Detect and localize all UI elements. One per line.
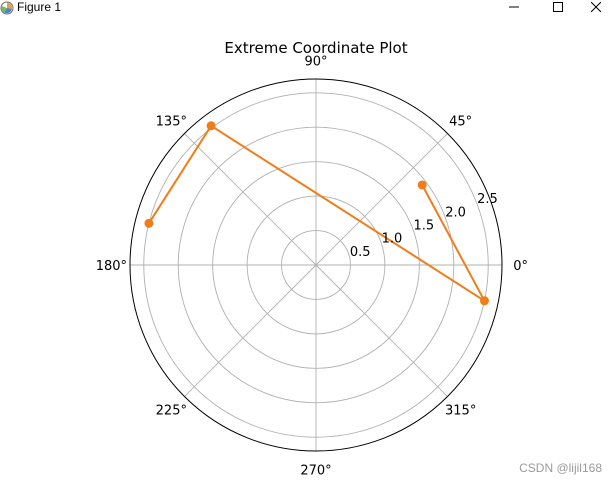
r-tick-label: 1.0 bbox=[382, 232, 403, 247]
theta-tick-label: 270° bbox=[300, 464, 331, 479]
theta-tick-label: 225° bbox=[156, 404, 187, 419]
theta-gridline bbox=[315, 133, 448, 266]
theta-gridline bbox=[184, 133, 317, 266]
r-gridline bbox=[177, 126, 455, 404]
window-titlebar: Figure 1 bbox=[0, 0, 616, 16]
r-tick-label: 0.5 bbox=[350, 245, 371, 260]
theta-gridline bbox=[184, 264, 317, 397]
watermark-text: CSDN @lijil168 bbox=[519, 461, 602, 475]
r-gridline bbox=[246, 195, 386, 335]
r-gridline bbox=[281, 230, 351, 300]
chart-title: Extreme Coordinate Plot bbox=[224, 39, 407, 57]
polar-frame bbox=[129, 78, 503, 452]
theta-gridline bbox=[315, 264, 448, 397]
r-gridline bbox=[143, 92, 489, 438]
data-point bbox=[417, 180, 427, 190]
r-tick-label: 2.5 bbox=[477, 192, 498, 207]
theta-tick-label: 0° bbox=[513, 259, 528, 274]
r-tick-label: 2.0 bbox=[445, 205, 466, 220]
app-icon bbox=[0, 0, 14, 15]
data-point bbox=[144, 218, 154, 228]
theta-tick-label: 90° bbox=[304, 54, 327, 69]
theta-tick-label: 180° bbox=[96, 259, 127, 274]
maximize-button[interactable] bbox=[538, 0, 578, 14]
maximize-icon bbox=[553, 2, 563, 12]
data-point bbox=[206, 121, 216, 131]
data-point bbox=[479, 296, 489, 306]
minimize-icon bbox=[509, 2, 519, 12]
window-title: Figure 1 bbox=[17, 0, 62, 14]
theta-tick-label: 45° bbox=[449, 114, 472, 129]
tick-labels: 0° 45° 90° 135° 180° 225° 270° 315° 0.5 1.0 1.5 2.0… bbox=[96, 54, 528, 478]
series-line bbox=[148, 124, 488, 304]
r-tick-label: 1.5 bbox=[413, 218, 434, 233]
close-button[interactable] bbox=[576, 0, 616, 14]
minimize-button[interactable] bbox=[494, 0, 534, 14]
series-layer bbox=[144, 121, 489, 306]
theta-tick-label: 315° bbox=[445, 404, 476, 419]
r-gridline bbox=[212, 161, 420, 369]
close-icon bbox=[591, 2, 601, 12]
theta-tick-label: 135° bbox=[156, 114, 187, 129]
grid-layer bbox=[129, 78, 503, 452]
